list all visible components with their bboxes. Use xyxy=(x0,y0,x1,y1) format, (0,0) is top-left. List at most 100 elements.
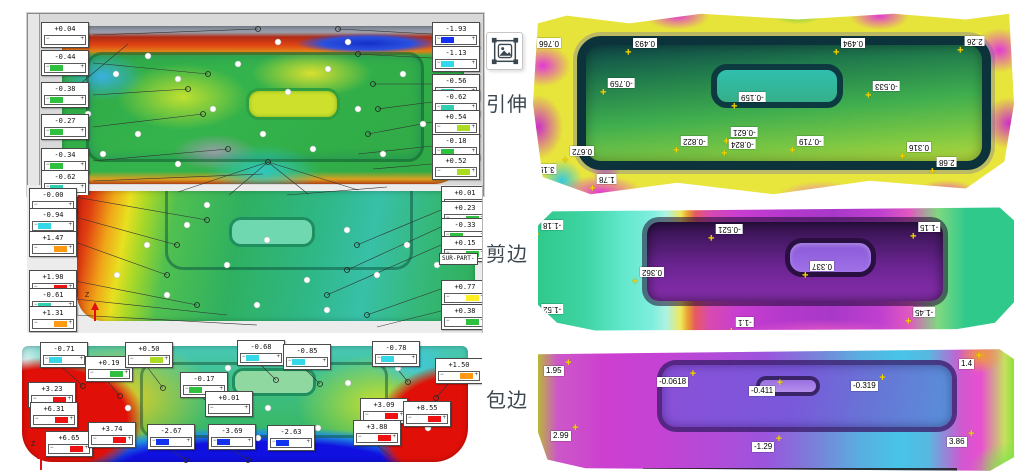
scan-measure-label: +3.15 xyxy=(533,164,557,183)
measure-value: -0.56 xyxy=(445,77,467,85)
sim-measure-callout: +3.88 − + xyxy=(353,420,401,446)
draw-plate-pocket xyxy=(246,88,340,120)
deviation-mini-scale: −+ xyxy=(32,244,74,254)
measure-value: +8.55 xyxy=(416,404,438,412)
measure-value: 3.86 xyxy=(949,437,965,446)
plus-marker-icon: + xyxy=(589,181,596,193)
plus-marker-icon: + xyxy=(562,153,569,165)
plus-marker-icon: + xyxy=(625,45,632,57)
sim-measure-callout: +1.50 − + xyxy=(435,358,482,384)
measure-value: 0.362 xyxy=(642,268,663,277)
measure-value: -0.27 xyxy=(54,117,76,125)
deviation-mini-scale: −+ xyxy=(48,444,90,454)
sim-measure-callout: -0.78 − + xyxy=(372,341,420,367)
deviation-mini-scale: −+ xyxy=(356,433,398,443)
scan-measure-label: +0.316 xyxy=(899,142,932,161)
sim-measure-callout: +0.77 −+ xyxy=(441,280,482,306)
sim-measure-callout: +8.55 − + xyxy=(403,401,451,427)
deviation-mini-scale: −+ xyxy=(435,59,477,69)
scan-measure-label: + -0.621 xyxy=(723,127,758,146)
plus-marker-icon: + xyxy=(538,311,539,323)
measure-value: +1.50 xyxy=(448,361,470,369)
sim-measure-callout: +6.65 − + xyxy=(45,431,93,457)
scan-measure-label: +0.337 xyxy=(802,261,835,280)
plus-marker-icon: + xyxy=(775,433,783,445)
measure-value: -0.759 xyxy=(610,79,633,88)
scan-measure-label: +1.4 xyxy=(959,351,982,369)
deviation-mini-scale: −+ xyxy=(444,317,482,327)
z-axis-label: Z xyxy=(85,292,90,299)
scan-measure-label: +0.766 xyxy=(533,38,562,57)
deviation-mini-scale: −+ xyxy=(44,127,86,137)
sim-measure-callout: -0.94 − + xyxy=(29,208,77,234)
scan-measure-label: + -0.159 xyxy=(731,92,766,111)
deviation-mini-scale: −+ xyxy=(44,35,86,45)
measure-value: -2.63 xyxy=(280,428,302,436)
deviation-mini-scale: −+ xyxy=(91,435,133,445)
plus-marker-icon: + xyxy=(533,171,535,183)
image-tool-button[interactable] xyxy=(486,32,523,70)
measure-value: +3.23 xyxy=(41,385,63,393)
measure-value: -0.62 xyxy=(445,93,467,101)
sim-measure-callout: -3.69 − + xyxy=(208,424,256,450)
measure-value: -0.68 xyxy=(250,343,272,351)
measure-value: -0.44 xyxy=(54,53,76,61)
deviation-mini-scale: −+ xyxy=(211,437,253,447)
measure-value: +0.15 xyxy=(454,239,476,247)
measure-value: +0.77 xyxy=(454,283,476,291)
measure-value: 0.316 xyxy=(909,143,930,152)
plus-marker-icon: + xyxy=(565,357,572,369)
z-axis-arrow-icon xyxy=(91,302,99,321)
hem-scan-plate-pocket xyxy=(760,380,816,392)
sim-measure-callout: -0.34− + xyxy=(41,148,89,174)
viewport-side-strip xyxy=(28,14,40,195)
deviation-mini-scale: −+ xyxy=(44,63,86,73)
scan-measure-label: + -0.0618 xyxy=(657,369,696,387)
deviation-mini-scale: −+ xyxy=(33,415,75,425)
scan-measure-label: + -0.719 xyxy=(789,136,824,155)
measure-value: -0.521 xyxy=(718,225,741,234)
scan-measure-label: +3.86 xyxy=(947,429,975,447)
sim-measure-callout: +1.31 − + xyxy=(29,306,77,332)
sim-measure-callout: -0.85 − + xyxy=(283,344,331,370)
measure-value: -0.34 xyxy=(54,151,76,159)
deviation-mini-scale: −+ xyxy=(183,385,225,395)
sim-measure-callout: +0.04 − + xyxy=(41,22,89,48)
measure-value: +3.74 xyxy=(101,425,123,433)
z-axis-label: Z xyxy=(31,441,36,448)
scan-measure-label: + -1.15 xyxy=(910,222,941,241)
deviation-mini-scale: −+ xyxy=(43,355,85,365)
sim-measure-callout: +6.31 − + xyxy=(30,402,78,428)
measure-value: -0.78 xyxy=(385,344,407,352)
measure-value: +0.52 xyxy=(445,157,467,165)
part-name-tag: SUR-PART- xyxy=(439,253,478,265)
plus-marker-icon: + xyxy=(728,324,735,333)
measure-value: 0.672 xyxy=(572,147,593,156)
scan-measure-label: +0.494 xyxy=(833,38,866,57)
measure-value: -0.621 xyxy=(733,128,756,137)
draw-part-surface xyxy=(62,26,464,184)
simulation-image-trim: -0.00− + -0.94− + +1.47− + +1.98− + -0.61− + +1.31… xyxy=(27,185,483,333)
plus-marker-icon: + xyxy=(899,149,906,161)
measure-value: 1.78 xyxy=(599,175,615,184)
deviation-mini-scale: −+ xyxy=(240,353,282,363)
scan-image-trim: +-1.18+-0.521+-1.15+0.362+0.337+-1.52+-1… xyxy=(538,207,1014,333)
deviation-mini-scale: −+ xyxy=(270,438,312,448)
deviation-mini-scale: −+ xyxy=(286,357,328,367)
measure-value: -0.18 xyxy=(445,137,467,145)
plus-marker-icon: + xyxy=(789,143,796,155)
simulation-image-hem: -0.71− + +0.19− + +0.50− + -0.68− + -0.85− + -0.78… xyxy=(8,338,482,475)
sim-measure-callout: +0.01 −+ xyxy=(205,391,253,417)
plus-marker-icon: + xyxy=(538,227,539,239)
plus-marker-icon: + xyxy=(708,231,715,243)
measure-value: +3.09 xyxy=(373,401,395,409)
measure-value: -0.85 xyxy=(296,347,318,355)
measure-value: -1.1 xyxy=(738,318,752,327)
image-icon xyxy=(491,37,518,65)
scan-measure-label: + -1.52 xyxy=(538,304,564,323)
measure-value: +0.54 xyxy=(445,113,467,121)
deviation-mini-scale: −+ xyxy=(375,354,417,364)
deviation-mini-scale: −+ xyxy=(435,167,477,177)
measure-value: -1.18 xyxy=(543,221,562,230)
